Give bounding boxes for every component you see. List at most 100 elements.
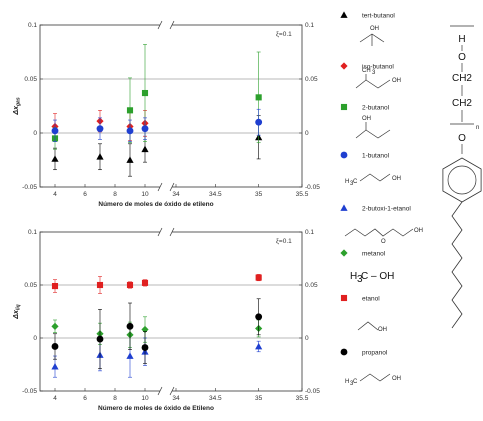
formula-text: C [353,379,358,385]
plot-frame [39,24,303,188]
right-y-tick-label: -0.05 [305,388,320,395]
data-point [96,335,104,343]
formula-text: OH [392,376,401,382]
data-point [141,125,149,133]
x-tick-label: 6 [83,395,87,402]
data-point [51,322,59,330]
2-butoxi-structure [344,228,414,237]
y-tick-label: -0.05 [22,388,37,395]
aromatic-circle [447,165,477,195]
legend-marker [340,103,348,111]
data-point [141,344,149,351]
data-point [255,94,262,101]
formula-text: H [350,271,357,282]
y-tick-label: 0 [33,130,37,137]
formula-text: 3 [372,70,376,76]
series-metanol [51,316,263,348]
data-point [96,153,104,160]
axis-break-mark [157,386,163,396]
legend-label: etanol [362,296,380,303]
legend-marker [340,151,348,159]
data-point [255,342,263,350]
data-point [51,343,59,350]
repeat-subscript: n [476,125,479,131]
data-point [51,283,59,290]
atom-label: H [458,34,465,45]
data-point [126,107,134,114]
x-tick-label: 35.5 [296,395,309,402]
right-y-tick-label: -0.05 [305,184,320,191]
formula-text: OH [392,78,401,84]
data-point [126,352,134,359]
right-y-tick-label: 0.1 [305,229,314,236]
x-tick-label: 34.5 [209,395,222,402]
axis-break-gap [160,387,172,395]
legend-marker [340,11,348,18]
formula-text: OH [362,116,371,122]
right-y-tick-label: 0.05 [305,76,318,83]
axis-break-gap [160,21,172,29]
y-tick-label: 0.1 [28,229,37,236]
x-tick-label: 6 [83,191,87,198]
atom-label: CH2 [452,98,472,109]
y-tick-label: -0.05 [22,184,37,191]
legend-label: 2-butanol [362,105,390,112]
formula-text: CH [362,68,371,74]
data-point [255,313,263,321]
right-y-tick-label: 0.05 [305,282,318,289]
series-2-butanol [51,44,262,150]
legend-marker [340,249,348,257]
x-tick-label: 35.5 [296,191,309,198]
formula-text: C – OH [361,271,394,282]
x-tick-label: 8 [113,395,117,402]
formula-text: 3 [357,274,363,285]
axis-break-mark [169,386,175,396]
x-tick-label: 34 [172,191,180,198]
y-tick-label: 0.05 [24,76,37,83]
data-point [141,325,149,334]
alkyl-chain [451,201,463,329]
y-tick-label: 0.05 [24,282,37,289]
propanol-structure [359,373,391,382]
legend-label: 2-butoxi-1-etanol [362,206,411,213]
series-propanol [51,298,263,370]
iso-butanol-structure [355,79,391,89]
legend-marker [340,294,348,302]
data-point [126,322,134,330]
data-point [255,274,262,281]
formula-text: H [345,379,349,385]
legend-label: metanol [362,251,386,258]
data-point [141,145,149,153]
data-point [51,155,59,162]
right-y-tick-label: 0 [305,335,309,342]
axis-break-mark [169,20,175,30]
axis-break-mark [169,182,175,192]
legend-label: propanol [362,350,388,357]
formula-text: H [345,179,349,185]
data-point [126,281,134,289]
x-tick-label: 34.5 [209,191,222,198]
legend-marker [340,204,348,211]
chart-gas-phase: -0.05 0 0.05 0.1 -0.05 0 0.05 0.1 4 6 8 10 34 34.5 35 3… [13,20,320,208]
y-tick-label: 0.1 [28,22,37,29]
etanol-structure [357,321,379,331]
right-y-tick-label: 0.1 [305,22,314,29]
annotation-xi: ξ=0.1 [276,238,292,245]
legend-label: tert-butanol [362,13,395,20]
atom-label: CH2 [452,73,472,84]
legend-marker [340,62,348,70]
x-tick-label: 35 [255,395,263,402]
formula-text: C [353,179,358,185]
series-1-butanol [51,108,263,142]
data-point [141,89,149,97]
y-tick-label: 0 [33,335,37,342]
formula-text: O [381,239,386,245]
formula-text: 3 [350,181,354,187]
x-tick-label: 34 [172,395,180,402]
series-tert-butanol [51,115,263,177]
benzene-ring [442,157,482,203]
data-point [51,363,59,370]
data-point [126,127,134,135]
